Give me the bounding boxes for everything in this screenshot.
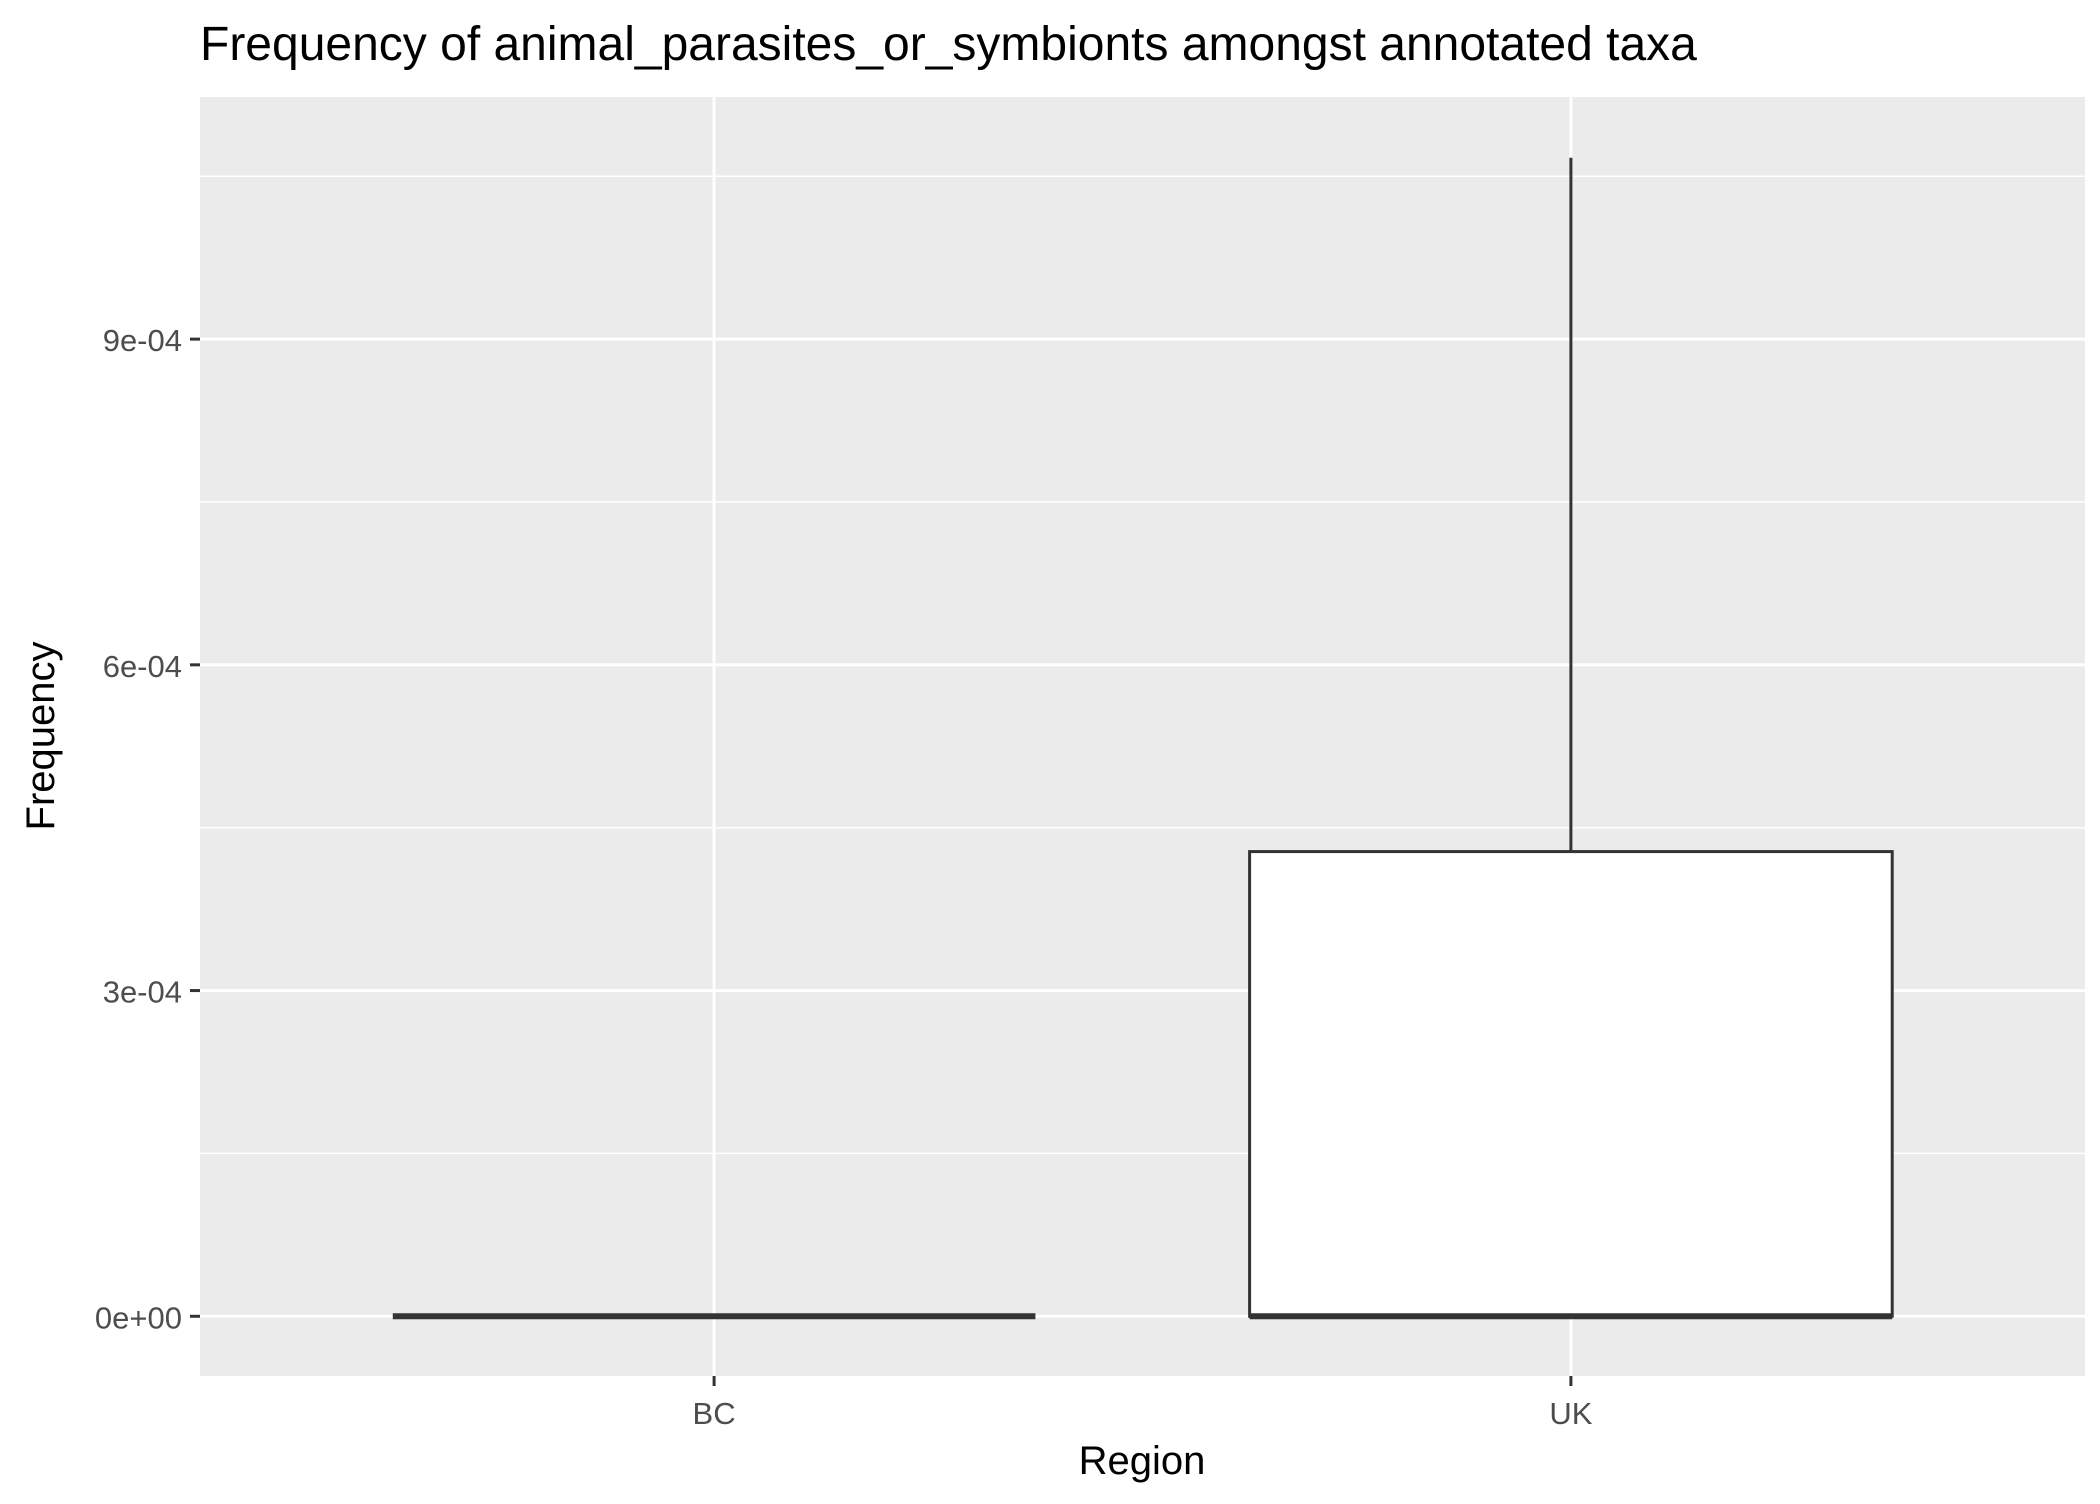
box-layer <box>392 157 1894 1320</box>
x-tick-label: UK <box>1549 1396 1592 1431</box>
chart-title: Frequency of animal_parasites_or_symbion… <box>200 18 1697 71</box>
axis-layer: 0e+00 3e-04 6e-04 9e-04 BC UK <box>95 323 1593 1431</box>
x-axis-label: Region <box>1079 1439 1206 1483</box>
y-axis-label: Frequency <box>19 642 63 831</box>
iqr-box <box>1248 850 1894 1318</box>
box-uk <box>1248 157 1894 1320</box>
y-tick-label: 6e-04 <box>103 649 182 684</box>
y-tick-label: 3e-04 <box>103 975 182 1010</box>
y-tick-label: 0e+00 <box>95 1300 182 1335</box>
x-tick-label: BC <box>693 1396 736 1431</box>
y-tick-label: 9e-04 <box>103 323 182 358</box>
